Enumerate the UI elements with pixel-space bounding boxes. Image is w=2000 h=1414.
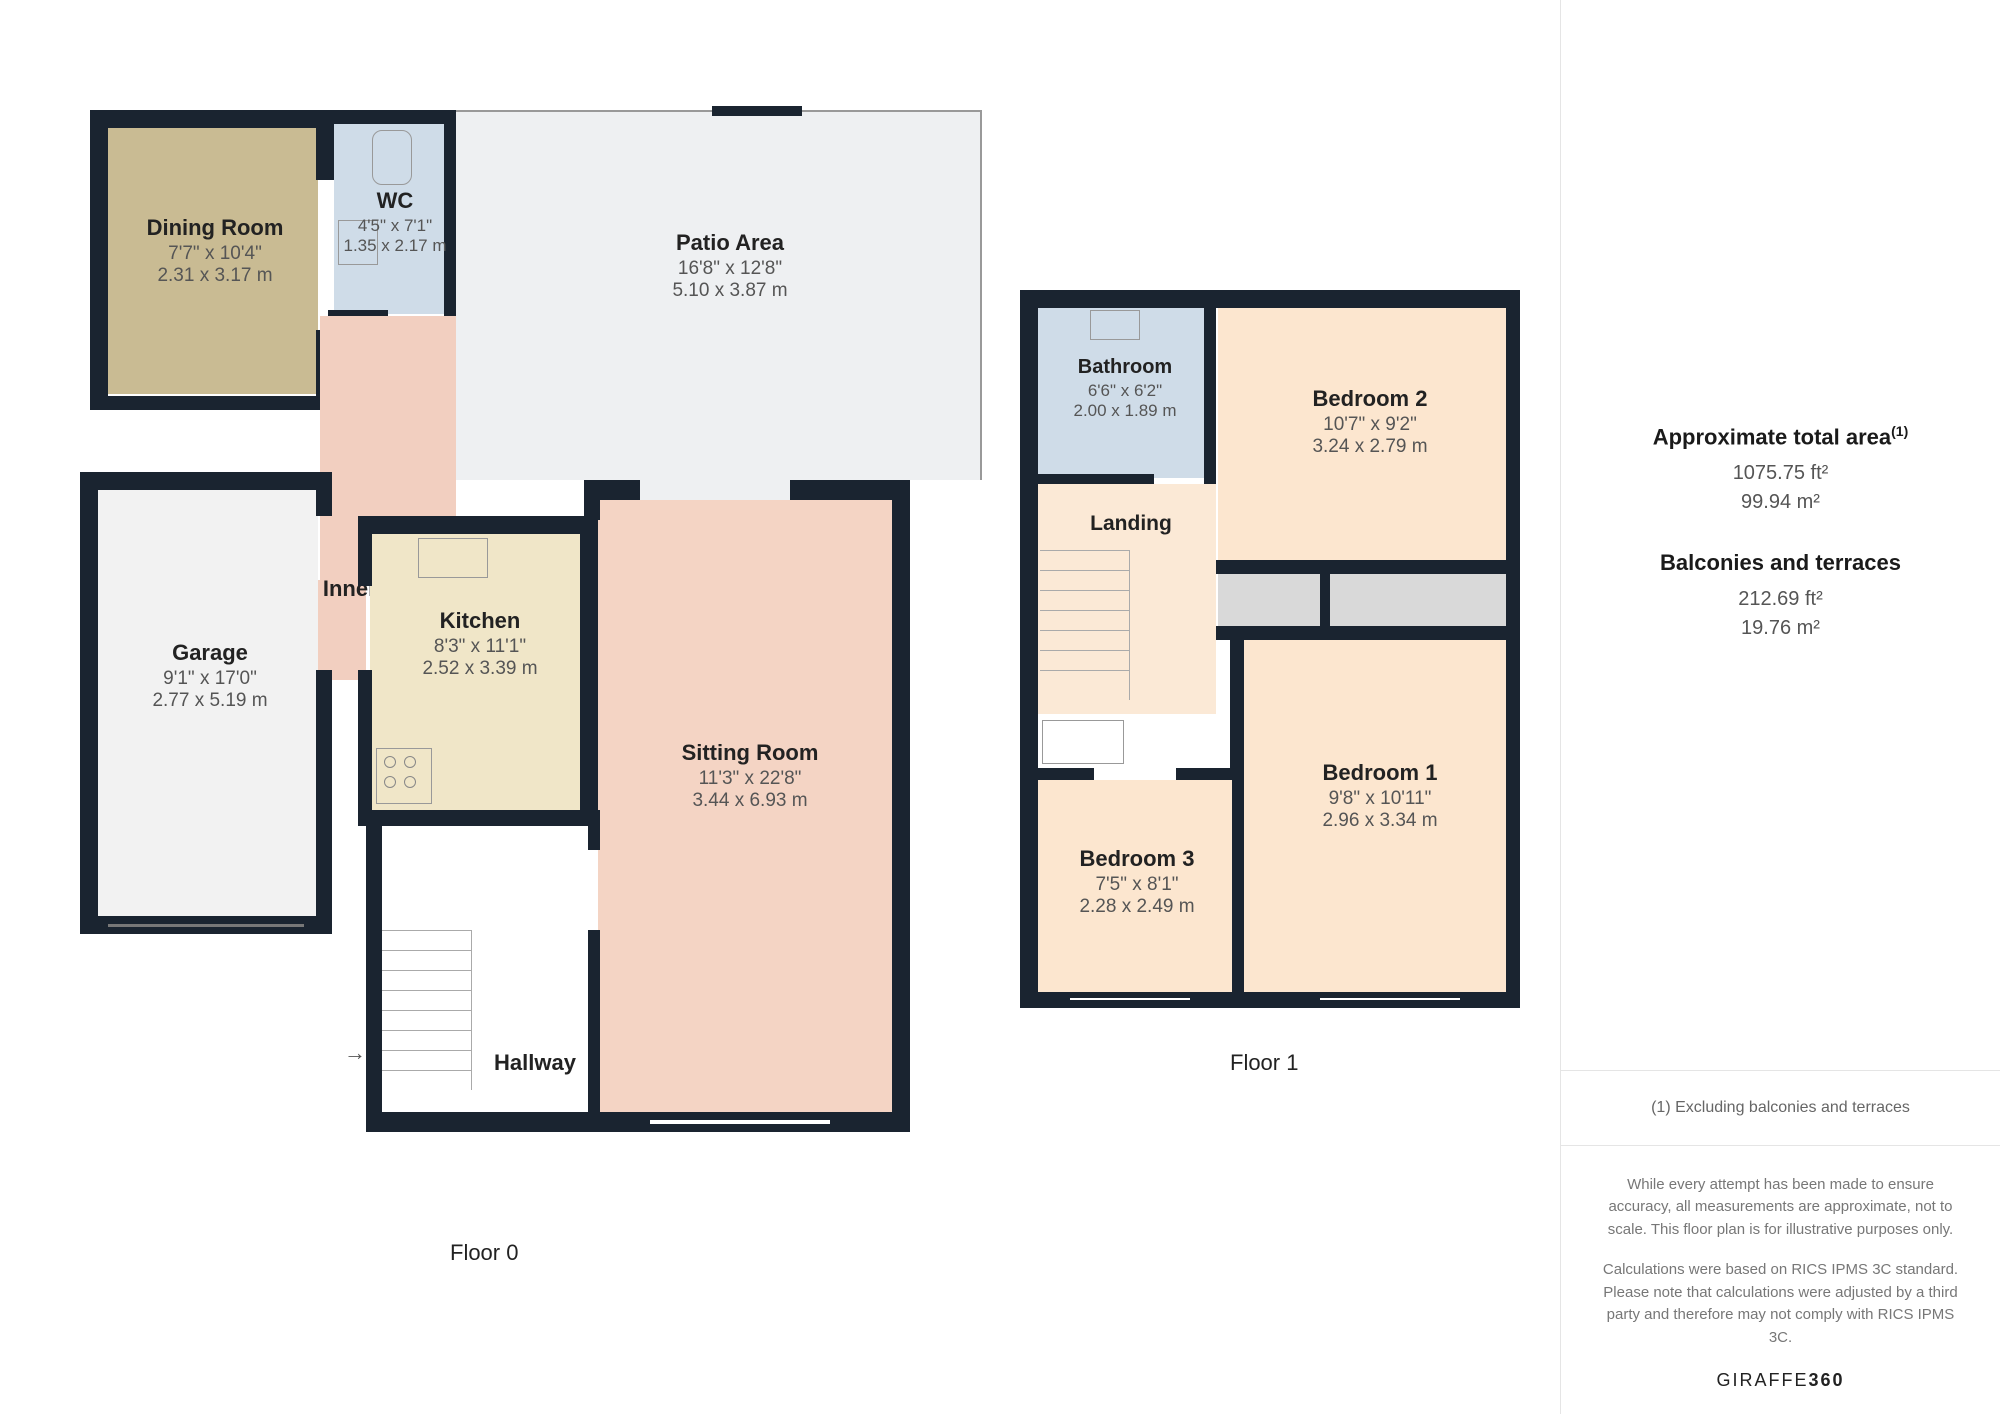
room-name: Bedroom 2 [1260,386,1480,412]
disclaimer-standard: Calculations were based on RICS IPMS 3C … [1601,1259,1960,1349]
label-bathroom: Bathroom 6'6" x 6'2" 2.00 x 1.89 m [1032,356,1218,421]
room-name: Hallway [470,1050,600,1076]
room-name: Bedroom 1 [1270,760,1490,786]
room-name: Sitting Room [620,740,880,766]
label-patio: Patio Area 16'8" x 12'8" 5.10 x 3.87 m [600,230,860,302]
label-kitchen: Kitchen 8'3" x 11'1" 2.52 x 3.39 m [380,608,580,680]
room-name: Patio Area [600,230,860,256]
floor-1-plan: Bathroom 6'6" x 6'2" 2.00 x 1.89 m Bedro… [1020,290,1520,1010]
entrance-arrow-icon: → [344,1040,366,1066]
stairs-icon [1040,550,1130,700]
balcony-title: Balconies and terraces [1660,550,1901,576]
room-dim-imperial: 9'8" x 10'11" [1270,788,1490,810]
info-sidebar: Approximate total area(1) 1075.75 ft² 99… [1560,0,2000,1414]
brand-logo: GIRAFFE360 [1601,1367,1960,1394]
floor-1-caption: Floor 1 [1230,1050,1298,1076]
stairs-icon [382,930,472,1090]
footnote-1: (1) Excluding balconies and terraces [1561,1070,2000,1145]
brand-text-a: GIRAFFE [1716,1370,1808,1390]
closet [1218,574,1506,630]
room-dim-imperial: 6'6" x 6'2" [1032,381,1218,401]
room-dim-metric: 5.10 x 3.87 m [600,280,860,302]
label-garage: Garage 9'1" x 17'0" 2.77 x 5.19 m [120,640,300,712]
room-dim-metric: 2.28 x 2.49 m [1032,896,1242,918]
label-sitting: Sitting Room 11'3" x 22'8" 3.44 x 6.93 m [620,740,880,812]
bath-sink-icon [1090,310,1140,340]
room-dim-imperial: 11'3" x 22'8" [620,768,880,790]
total-area-title: Approximate total area(1) [1653,423,1909,450]
label-bed1: Bedroom 1 9'8" x 10'11" 2.96 x 3.34 m [1270,760,1490,832]
room-name: Landing [1056,512,1206,536]
label-landing: Landing [1056,512,1206,536]
area-summary: Approximate total area(1) 1075.75 ft² 99… [1561,0,2000,1070]
footnote-marker: (1) [1891,423,1908,439]
room-dim-metric: 2.00 x 1.89 m [1032,401,1218,421]
room-dim-metric: 3.44 x 6.93 m [620,790,880,812]
label-bed2: Bedroom 2 10'7" x 9'2" 3.24 x 2.79 m [1260,386,1480,458]
room-dim-metric: 2.31 x 3.17 m [120,265,310,287]
brand-text-b: 360 [1808,1370,1844,1390]
total-area-ft: 1075.75 ft² [1733,462,1829,485]
floor-0-caption: Floor 0 [450,1240,518,1266]
kitchen-sink-icon [418,538,488,578]
room-dim-imperial: 9'1" x 17'0" [120,668,300,690]
room-name: Bathroom [1032,356,1218,379]
room-name: Dining Room [120,215,310,241]
room-dim-metric: 2.77 x 5.19 m [120,690,300,712]
room-name: Kitchen [380,608,580,634]
floor-0-plan: Patio Area 16'8" x 12'8" 5.10 x 3.87 m D… [80,110,1000,1230]
toilet-icon [372,130,412,185]
room-dim-imperial: 7'5" x 8'1" [1032,874,1242,896]
floorplan-canvas: Patio Area 16'8" x 12'8" 5.10 x 3.87 m D… [0,0,1560,1414]
room-dim-imperial: 7'7" x 10'4" [120,243,310,265]
room-dim-metric: 2.96 x 3.34 m [1270,810,1490,832]
disclaimer-accuracy: While every attempt has been made to ens… [1601,1174,1960,1242]
label-hallway: Hallway [470,1050,600,1076]
label-bed3: Bedroom 3 7'5" x 8'1" 2.28 x 2.49 m [1032,846,1242,918]
total-area-m: 99.94 m² [1741,491,1820,514]
room-dim-imperial: 10'7" x 9'2" [1260,414,1480,436]
room-dim-imperial: 8'3" x 11'1" [380,636,580,658]
room-dim-imperial: 16'8" x 12'8" [600,258,860,280]
room-name: WC [330,188,460,214]
room-dim-imperial: 4'5" x 7'1" [330,216,460,236]
label-dining: Dining Room 7'7" x 10'4" 2.31 x 3.17 m [120,215,310,287]
room-dim-metric: 2.52 x 3.39 m [380,658,580,680]
room-dim-metric: 1.35 x 2.17 m [330,236,460,256]
disclaimer: While every attempt has been made to ens… [1561,1145,2000,1414]
label-wc: WC 4'5" x 7'1" 1.35 x 2.17 m [330,188,460,256]
room-name: Garage [120,640,300,666]
room-dim-metric: 3.24 x 2.79 m [1260,436,1480,458]
hob-icon [376,748,432,804]
total-area-title-text: Approximate total area [1653,424,1891,449]
balcony-m: 19.76 m² [1741,617,1820,640]
balcony-ft: 212.69 ft² [1738,588,1823,611]
wardrobe-icon [1042,720,1124,764]
room-name: Bedroom 3 [1032,846,1242,872]
